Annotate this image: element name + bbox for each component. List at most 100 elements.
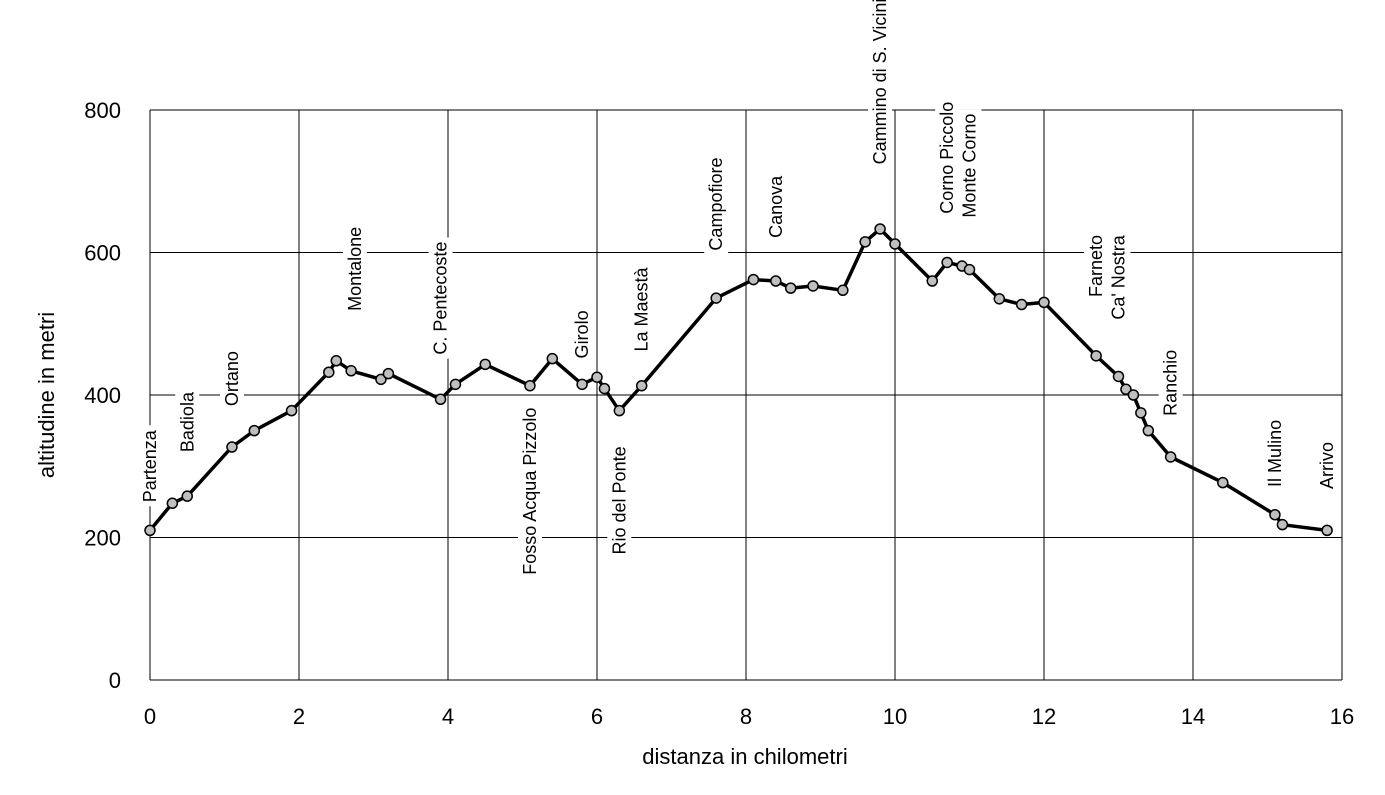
x-tick-label: 14 xyxy=(1181,704,1205,729)
data-point-35 xyxy=(1015,298,1028,311)
annotation-label: Rio del Ponte xyxy=(609,446,629,554)
annotation-label: Arrivo xyxy=(1317,442,1337,489)
data-point-42 xyxy=(1142,424,1155,437)
annotation-label: Ca' Nostra xyxy=(1109,234,1129,319)
annotation-15: Ca' Nostra xyxy=(1106,230,1131,324)
y-axis-title: altitudine in metri xyxy=(34,312,59,478)
data-point-27 xyxy=(859,236,871,248)
data-point-24 xyxy=(784,282,797,294)
annotation-4: C. Pentecoste xyxy=(428,237,453,359)
annotation-label: Partenza xyxy=(140,429,160,502)
data-point-37 xyxy=(1090,350,1102,362)
annotation-label: Farneto xyxy=(1086,235,1106,297)
annotation-7: Rio del Ponte xyxy=(607,442,632,559)
annotation-bg xyxy=(704,153,729,255)
annotation-bg xyxy=(1084,231,1109,302)
y-tick-label: 0 xyxy=(109,668,121,693)
x-tick-label: 2 xyxy=(293,704,305,729)
y-tick-label: 600 xyxy=(84,241,121,266)
data-point-18 xyxy=(598,382,611,395)
data-point-26 xyxy=(837,284,849,297)
data-point-40 xyxy=(1127,389,1140,401)
annotation-label: Monte Corno xyxy=(960,114,980,218)
data-point-47 xyxy=(1321,524,1333,537)
x-tick-label: 16 xyxy=(1330,704,1354,729)
data-point-14 xyxy=(524,379,536,392)
data-point-6 xyxy=(323,366,335,378)
data-point-11 xyxy=(434,393,447,406)
data-point-22 xyxy=(747,273,760,286)
annotation-bg xyxy=(517,403,542,579)
data-point-43 xyxy=(1164,451,1177,463)
annotation-bg xyxy=(1158,345,1183,420)
annotation-bg xyxy=(763,170,788,242)
annotation-label: La Maestà xyxy=(632,266,652,351)
annotation-bg xyxy=(957,109,982,222)
annotation-1: Badiola xyxy=(175,387,200,457)
data-point-21 xyxy=(710,292,722,304)
data-point-46 xyxy=(1276,518,1289,531)
annotation-label: Campofiore xyxy=(706,158,726,251)
annotation-bg xyxy=(219,347,244,411)
annotation-10: Canova xyxy=(763,170,788,242)
data-point-44 xyxy=(1217,476,1229,489)
data-point-12 xyxy=(449,378,462,391)
annotation-label: Montalone xyxy=(345,227,365,311)
annotation-bg xyxy=(868,0,893,169)
y-tick-label: 800 xyxy=(84,98,121,123)
annotation-bg xyxy=(607,442,632,559)
x-tick-label: 4 xyxy=(442,704,454,729)
annotation-label: C. Pentecoste xyxy=(431,242,451,355)
y-tick-label: 200 xyxy=(84,526,121,551)
annotation-label: Il Mulino xyxy=(1265,420,1285,487)
data-point-19 xyxy=(613,404,626,417)
annotation-9: Campofiore xyxy=(704,153,729,255)
annotation-17: Il Mulino xyxy=(1262,415,1287,491)
data-point-16 xyxy=(576,378,588,391)
data-point-15 xyxy=(546,352,559,365)
data-point-31 xyxy=(941,256,953,269)
annotation-bg xyxy=(1262,415,1287,491)
annotation-11: Cammino di S. Vicinio xyxy=(868,0,893,169)
annotation-bg xyxy=(1315,438,1340,494)
data-point-4 xyxy=(248,424,261,437)
annotation-0: Partenza xyxy=(138,425,162,507)
data-point-10 xyxy=(382,367,395,380)
data-point-33 xyxy=(963,263,976,276)
data-point-13 xyxy=(479,358,491,371)
data-point-25 xyxy=(807,280,819,292)
data-point-36 xyxy=(1038,296,1050,309)
data-point-0 xyxy=(144,524,156,537)
annotation-bg xyxy=(629,262,654,356)
x-tick-label: 6 xyxy=(591,704,603,729)
annotation-label: Ranchio xyxy=(1161,350,1181,416)
annotation-3: Montalone xyxy=(342,222,367,315)
data-point-34 xyxy=(993,293,1006,305)
annotation-label: Canova xyxy=(766,175,786,238)
annotation-2: Ortano xyxy=(219,347,244,411)
x-tick-label: 8 xyxy=(740,704,752,729)
annotation-6: Girolo xyxy=(570,306,595,363)
data-point-38 xyxy=(1112,370,1125,383)
annotation-18: Arrivo xyxy=(1315,438,1340,494)
annotation-label: Fosso Acqua Pizzolo xyxy=(520,408,540,575)
data-point-30 xyxy=(926,275,938,287)
data-point-45 xyxy=(1269,508,1281,521)
annotation-bg xyxy=(1106,230,1131,324)
annotation-label: Cammino di S. Vicinio xyxy=(870,0,890,164)
data-point-9 xyxy=(375,373,387,386)
annotation-16: Ranchio xyxy=(1158,345,1183,420)
data-point-7 xyxy=(330,355,342,367)
annotation-label: Girolo xyxy=(572,310,592,358)
annotation-bg xyxy=(138,425,162,507)
annotations: Partenza Badiola Ortano Montalone C. Penteco… xyxy=(138,0,1340,579)
data-point-8 xyxy=(345,365,357,377)
data-point-1 xyxy=(166,497,179,510)
x-tick-label: 0 xyxy=(144,704,156,729)
annotation-bg xyxy=(428,237,453,359)
annotation-5: Fosso Acqua Pizzolo xyxy=(517,403,542,579)
data-point-39 xyxy=(1120,383,1132,396)
annotation-12: Corno Piccolo xyxy=(935,97,960,218)
annotation-label: Corno Piccolo xyxy=(937,102,957,214)
